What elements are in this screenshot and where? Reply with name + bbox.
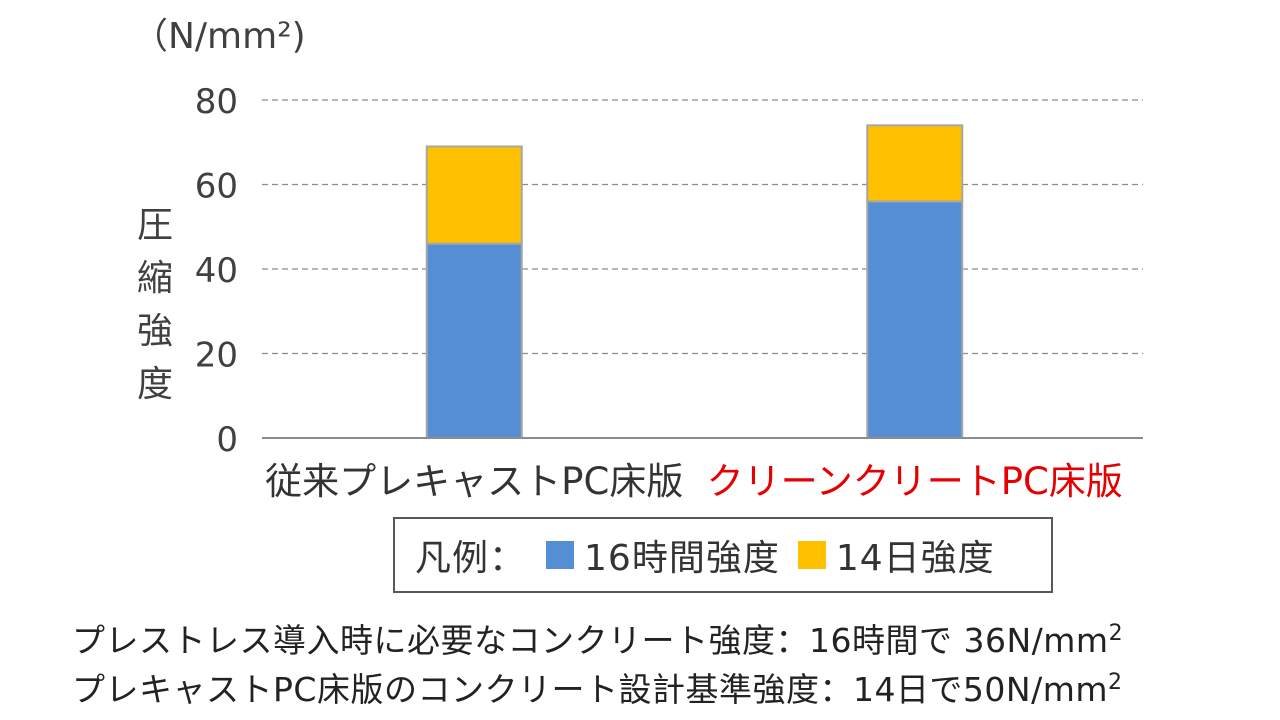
y-tick-label: 40 bbox=[195, 251, 238, 291]
legend-swatch-16h bbox=[546, 541, 575, 569]
footnote-line-2: プレキャストPC床版のコンクリート設計基準強度：14日で50N/mm2 bbox=[72, 663, 1123, 711]
bar-16h bbox=[866, 200, 964, 439]
unit-label: （N/mm²) bbox=[132, 16, 306, 57]
y-axis-title-char: 度 bbox=[137, 364, 173, 405]
y-axis-title-char: 縮 bbox=[137, 258, 173, 299]
legend-title: 凡例： bbox=[415, 538, 527, 579]
legend-label-16h: 16時間強度 bbox=[584, 538, 780, 579]
footnote-line-2-sup: 2 bbox=[1108, 670, 1123, 695]
y-axis-title-char: 強 bbox=[137, 311, 173, 352]
y-tick-label: 0 bbox=[216, 420, 238, 460]
legend: 凡例： 16時間強度 14日強度 bbox=[393, 517, 1053, 593]
y-tick-label: 60 bbox=[195, 167, 238, 207]
footnote-line-1-sup: 2 bbox=[1108, 621, 1124, 646]
legend-label-14d: 14日強度 bbox=[835, 538, 995, 579]
y-tick-label: 80 bbox=[195, 82, 238, 122]
footnote-line-1-text: プレストレス導入時に必要なコンクリート強度：16時間で 36N/mm bbox=[72, 621, 1109, 660]
bar-16h bbox=[425, 242, 523, 439]
legend-swatch-14d bbox=[797, 541, 826, 569]
x-category-label: 従来プレキャストPC床版 bbox=[265, 460, 683, 503]
x-category-label: クリーンクリートPC床版 bbox=[707, 460, 1123, 503]
bar-14d bbox=[425, 145, 523, 245]
footnote-line-1: プレストレス導入時に必要なコンクリート強度：16時間で 36N/mm2 bbox=[72, 614, 1123, 662]
footnote-line-2-text: プレキャストPC床版のコンクリート設計基準強度：14日で50N/mm bbox=[72, 670, 1109, 709]
bar-14d bbox=[866, 124, 964, 203]
y-axis-title-char: 圧 bbox=[137, 205, 173, 246]
y-axis-title: 圧縮強度 bbox=[137, 205, 173, 405]
y-tick-label: 20 bbox=[195, 336, 238, 376]
